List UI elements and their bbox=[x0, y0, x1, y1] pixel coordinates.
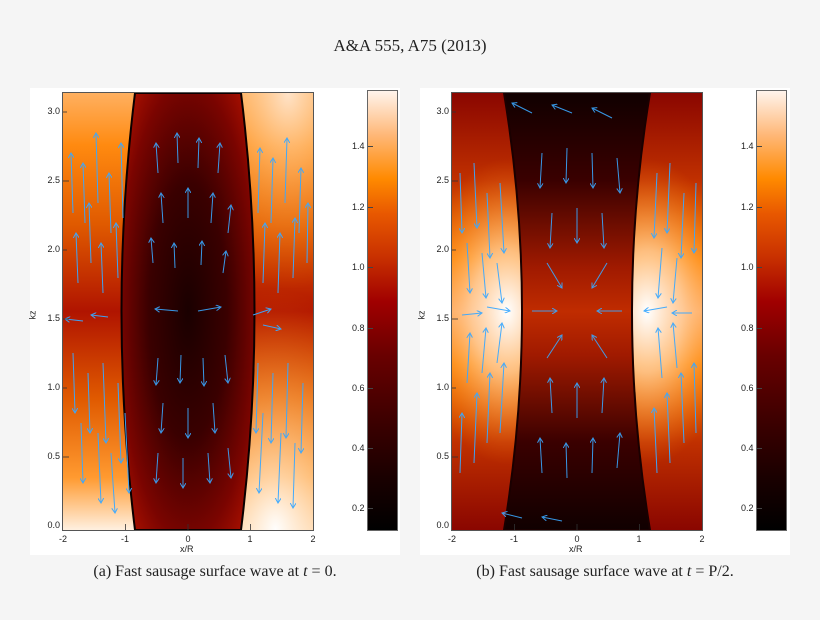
y-axis-title: kz bbox=[27, 310, 38, 320]
colorbar-tick bbox=[368, 508, 373, 509]
colorbar-label: 0.6 bbox=[741, 383, 754, 393]
ytick-label: 2.5 bbox=[436, 175, 449, 185]
ytick-label: 3.0 bbox=[47, 106, 60, 116]
caption-a: (a) Fast sausage surface wave at t = 0. bbox=[30, 563, 400, 581]
colorbar-tick bbox=[757, 448, 762, 449]
caption-variable: t bbox=[686, 563, 692, 580]
ytick-label: 2.0 bbox=[47, 244, 60, 254]
colorbar-tick bbox=[368, 146, 373, 147]
heatmap-plot-a bbox=[62, 92, 314, 531]
colorbar-label: 0.4 bbox=[352, 443, 365, 453]
ytick-label: 0.5 bbox=[436, 451, 449, 461]
ytick-label: 1.5 bbox=[436, 313, 449, 323]
colorbar-tick bbox=[368, 207, 373, 208]
ytick-label: 1.0 bbox=[47, 382, 60, 392]
colorbar-label: 1.2 bbox=[352, 202, 365, 212]
xtick-label: 0 bbox=[574, 534, 580, 544]
colorbar-tick bbox=[757, 328, 762, 329]
colorbar-label: 1.4 bbox=[352, 141, 365, 151]
colorbar-label: 1.2 bbox=[741, 202, 754, 212]
colorbar-label: 0.4 bbox=[741, 443, 754, 453]
colorbar-label: 1.0 bbox=[352, 262, 365, 272]
colorbar-tick bbox=[757, 508, 762, 509]
ytick-label: 1.0 bbox=[436, 382, 449, 392]
xtick-label: 1 bbox=[247, 534, 253, 544]
ytick-label: 0.5 bbox=[47, 451, 60, 461]
journal-header: A&A 555, A75 (2013) bbox=[333, 36, 487, 55]
figure-panel-b: 0.0 0.5 1.0 1.5 2.0 2.5 3.0 kz -2 -1 0 1… bbox=[416, 88, 790, 555]
colorbar-tick bbox=[368, 388, 373, 389]
colorbar-tick bbox=[368, 328, 373, 329]
xtick-label: -2 bbox=[58, 534, 67, 544]
figure-panel-a: 0.0 0.5 1.0 1.5 2.0 2.5 3.0 kz -2 -1 0 1… bbox=[27, 88, 400, 555]
colorbar-tick bbox=[368, 448, 373, 449]
colorbar-label: 0.2 bbox=[352, 503, 365, 513]
colorbar-tick bbox=[368, 267, 373, 268]
xtick-label: -1 bbox=[120, 534, 129, 544]
xtick-label: 2 bbox=[310, 534, 316, 544]
x-axis-title: x/R bbox=[569, 544, 583, 554]
heatmap-plot-b bbox=[451, 92, 703, 531]
xtick-label: 2 bbox=[699, 534, 705, 544]
colorbar-tick bbox=[757, 388, 762, 389]
xtick-label: -1 bbox=[509, 534, 518, 544]
ytick-label: 0.0 bbox=[436, 520, 449, 530]
caption-b: (b) Fast sausage surface wave at t = P/2… bbox=[420, 563, 790, 581]
caption-text: Fast sausage surface wave at bbox=[498, 563, 687, 580]
caption-text: Fast sausage surface wave at bbox=[115, 563, 304, 580]
ytick-label: 1.5 bbox=[47, 313, 60, 323]
colorbar-tick bbox=[757, 267, 762, 268]
caption-equation: = P/2. bbox=[691, 563, 734, 580]
xtick-label: 1 bbox=[636, 534, 642, 544]
colorbar-label: 0.2 bbox=[741, 503, 754, 513]
y-axis-title: kz bbox=[416, 310, 427, 320]
caption-prefix: (a) bbox=[93, 563, 112, 580]
colorbar-label: 1.0 bbox=[741, 262, 754, 272]
caption-equation: = 0. bbox=[307, 563, 337, 580]
xtick-label: -2 bbox=[447, 534, 456, 544]
ytick-label: 2.0 bbox=[436, 244, 449, 254]
colorbar-label: 0.8 bbox=[741, 323, 754, 333]
caption-variable: t bbox=[303, 563, 308, 580]
colorbar-tick bbox=[757, 146, 762, 147]
colorbar-a bbox=[367, 90, 398, 531]
colorbar-b bbox=[756, 90, 787, 531]
caption-prefix: (b) bbox=[476, 563, 495, 580]
ytick-label: 3.0 bbox=[436, 106, 449, 116]
ytick-label: 0.0 bbox=[47, 520, 60, 530]
colorbar-label: 1.4 bbox=[741, 141, 754, 151]
xtick-label: 0 bbox=[185, 534, 191, 544]
ytick-label: 2.5 bbox=[47, 175, 60, 185]
colorbar-label: 0.8 bbox=[352, 323, 365, 333]
colorbar-label: 0.6 bbox=[352, 383, 365, 393]
x-axis-title: x/R bbox=[180, 544, 194, 554]
colorbar-tick bbox=[757, 207, 762, 208]
